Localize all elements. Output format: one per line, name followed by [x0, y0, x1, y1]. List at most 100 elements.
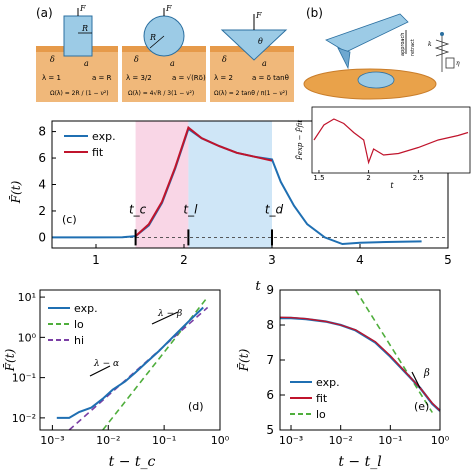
cantilever	[325, 13, 409, 53]
sphere-force-label: F	[165, 4, 172, 13]
panel-e-xtick-label: 10⁻³	[279, 434, 303, 447]
sphere-radius-label: R	[149, 33, 156, 42]
sphere-schematic: F R δ a λ = 3/2 a = √(Rδ) Ω(λ) = 4√R / 3…	[122, 4, 206, 102]
inset-xtick-label: 2	[366, 174, 370, 182]
punch-a: a = R	[92, 74, 112, 82]
damper-label: η	[456, 60, 460, 67]
retract-label: retract	[410, 39, 416, 56]
panel-c-event-label: t_l	[183, 202, 198, 216]
legend-e-exp: exp.	[316, 376, 340, 389]
cone-angle-label: θ	[258, 37, 263, 46]
sphere-lambda: λ = 3/2	[126, 74, 152, 82]
panel-e-ytick-label: 5	[266, 423, 274, 437]
punch-delta-label: δ	[50, 55, 55, 64]
panel-e-xtick-label: 10⁻²	[329, 434, 353, 447]
annot-beta: β	[423, 368, 430, 379]
panel-a-label: (a)	[36, 6, 53, 20]
punch-lambda: λ = 1	[42, 74, 61, 82]
panel-e-frame	[279, 289, 441, 431]
sphere-a: a = √(Rδ)	[172, 74, 206, 82]
panel-c-event-label: t_c	[129, 202, 147, 216]
panel-b-label: (b)	[306, 6, 323, 20]
panel-d-label: (d)	[188, 400, 204, 413]
panel-c-xtick-label: 5	[444, 253, 452, 267]
panel-e-legend: exp. fit lo	[290, 376, 340, 421]
punch-force-label: F	[79, 4, 86, 13]
panel-b: (b) approach retract k η	[303, 6, 460, 100]
panel-d-ytick-label: 10¹	[18, 291, 36, 304]
cone-a: a = δ tanθ	[252, 74, 289, 82]
cone-delta-label: δ	[222, 55, 227, 64]
panel-d-legend: exp. lo hi	[48, 302, 98, 347]
panel-c-event-label: t_d	[265, 202, 284, 216]
cell-nucleus	[357, 71, 395, 89]
panel-d-ytick-label: 10⁰	[18, 331, 37, 344]
panel-c-ytick-label: 0	[38, 230, 46, 244]
annot-lambda-alpha: λ − α	[93, 359, 119, 369]
panel-c-band-relax	[188, 121, 272, 248]
panel-d-frame	[39, 289, 221, 431]
punch-omega: Ω(λ) = 2R / (1 − ν²)	[50, 90, 109, 97]
inset-series-residual	[313, 118, 469, 165]
panel-c-ytick-label: 4	[38, 178, 46, 192]
panel-e-ytick-label: 8	[266, 318, 274, 332]
panel-c-frame	[51, 120, 449, 249]
panel-e-xtick-label: 10⁻¹	[378, 434, 402, 447]
panel-a: (a) F R δ a λ = 1 a = R Ω(λ) = 2R / (1 −…	[36, 4, 294, 102]
cone-force-label: F	[255, 11, 262, 20]
spring-dashpot-model: k η	[428, 32, 460, 72]
punch-indenter	[63, 15, 93, 57]
panel-e-xtick-label: 10⁰	[431, 434, 450, 447]
panel-e-ytick-label: 9	[266, 283, 274, 297]
panel-c-xtick-label: 1	[92, 253, 100, 267]
panel-c-ylabel: F̄(t)	[8, 180, 23, 204]
sphere-contact-label: a	[170, 59, 175, 68]
panel-c-ytick-label: 6	[38, 151, 46, 165]
inset-xlabel: t	[390, 181, 394, 190]
panel-e: 10⁻³ 10⁻² 10⁻¹ 10⁰ 5 6 7 8 9 F̄(t) t − t_l (e) β…	[236, 283, 450, 470]
panel-c-xlabel: t	[255, 279, 261, 294]
panel-c-legend: exp. fit	[64, 130, 116, 159]
sphere-delta-label: δ	[134, 55, 139, 64]
legend-d-lo: lo	[74, 318, 84, 331]
panel-d: 10⁻³ 10⁻² 10⁻¹ 10⁰ 10⁻² 10⁻¹ 10⁰ 10¹ F̄(t) t − …	[2, 289, 230, 470]
panel-c-xtick-label: 3	[268, 253, 276, 267]
legend-e-fit: fit	[316, 392, 328, 405]
panel-d-ylabel: F̄(t)	[2, 348, 17, 372]
panel-d-xtick-label: 10⁻³	[40, 434, 64, 447]
inset-xtick-label: 1.5	[313, 174, 324, 182]
panel-c-xtick-label: 4	[356, 253, 364, 267]
afm-tip	[337, 47, 351, 70]
inset-ylabel: F̄exp − F̄fit	[295, 120, 304, 161]
panel-d-xtick-label: 10⁰	[211, 434, 230, 447]
panel-c-label: (c)	[62, 213, 77, 226]
punch-radius-label: R	[81, 24, 88, 33]
punch-contact-label: a	[84, 59, 89, 68]
panel-e-series-fit	[279, 316, 441, 412]
cone-omega: Ω(λ) = 2 tanθ / π(1 − ν²)	[214, 90, 287, 97]
spring-label: k	[428, 41, 432, 48]
legend-d-exp: exp.	[74, 302, 98, 315]
panel-d-ytick-label: 10⁻¹	[12, 372, 36, 385]
panel-e-label: (e)	[414, 400, 429, 413]
panel-d-ytick-label: 10⁻²	[12, 412, 36, 425]
panel-e-ylabel: F̄(t)	[236, 348, 251, 372]
legend-e-lo: lo	[316, 408, 326, 421]
legend-fit: fit	[92, 146, 104, 159]
cone-schematic: F θ δ a λ = 2 a = δ tanθ Ω(λ) = 2 tanθ /…	[210, 11, 294, 102]
panel-c: 1 2 3 4 5 0 2 4 6 8 t_c t_l t_d F̄(t) t (c) exp. fi…	[8, 106, 471, 294]
panel-c-ytick-label: 2	[38, 204, 46, 218]
sphere-omega: Ω(λ) = 4√R / 3(1 − ν²)	[128, 90, 194, 97]
panel-e-ytick-label: 7	[266, 353, 274, 367]
annot-lambda-beta: λ − β	[157, 309, 182, 319]
panel-c-inset: 1.5 2 2.5 F̄exp − F̄fit t	[295, 106, 471, 190]
panel-d-xtick-label: 10⁻¹	[152, 434, 176, 447]
panel-d-xlabel: t − t_c	[109, 454, 156, 470]
legend-d-hi: hi	[74, 334, 84, 347]
panel-e-ytick-label: 6	[266, 388, 274, 402]
panel-d-series-exp	[56, 306, 204, 419]
panel-e-xlabel: t − t_l	[338, 454, 381, 470]
cone-lambda: λ = 2	[214, 74, 233, 82]
panel-e-series-lo	[354, 289, 433, 413]
